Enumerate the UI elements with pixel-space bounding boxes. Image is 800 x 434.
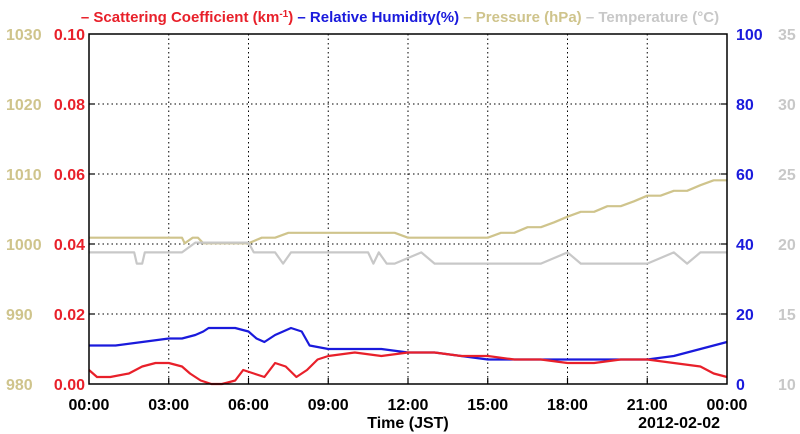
temperature-axis-tick-label: 15 xyxy=(778,307,796,324)
x-tick-label: 15:00 xyxy=(467,397,508,414)
x-tick-label: 00:00 xyxy=(707,397,748,414)
x-tick-label: 09:00 xyxy=(308,397,349,414)
humidity-axis-tick-label: 0 xyxy=(736,377,745,394)
x-axis-label: Time (JST) xyxy=(367,415,449,432)
humidity-axis-tick-label: 80 xyxy=(736,97,754,114)
legend-suffix: ) xyxy=(288,9,293,26)
date-label: 2012-02-02 xyxy=(638,415,720,432)
legend-item: – Temperature (°C) xyxy=(582,9,719,26)
legend-item: – Pressure (hPa) xyxy=(459,9,582,26)
x-tick-label: 12:00 xyxy=(388,397,429,414)
temperature-series-line xyxy=(89,241,727,265)
legend-superscript: -1 xyxy=(279,9,288,20)
temperature-axis-tick-label: 10 xyxy=(778,377,796,394)
x-tick-label: 21:00 xyxy=(627,397,668,414)
pressure-axis-tick-label: 1020 xyxy=(6,97,42,114)
pressure-axis-tick-label: 1000 xyxy=(6,237,42,254)
legend: – Scattering Coefficient (km-1) – Relati… xyxy=(81,9,719,27)
scattering-axis-tick-label: 0.08 xyxy=(54,97,85,114)
series-group xyxy=(88,179,728,386)
temperature-axis-tick-label: 35 xyxy=(778,27,796,44)
humidity-axis-tick-label: 40 xyxy=(736,237,754,254)
x-tick-label: 00:00 xyxy=(69,397,110,414)
pressure-axis-tick-label: 990 xyxy=(6,307,33,324)
humidity-axis-tick-label: 20 xyxy=(736,307,754,324)
scattering-series-line xyxy=(88,351,728,386)
legend-item: – Scattering Coefficient (km xyxy=(81,9,279,26)
x-tick-label: 18:00 xyxy=(547,397,588,414)
x-tick-label: 06:00 xyxy=(228,397,269,414)
legend-item: – Relative Humidity(%) xyxy=(293,9,459,26)
pressure-axis-tick-label: 980 xyxy=(6,377,33,394)
x-tick-label: 03:00 xyxy=(148,397,189,414)
axes: 98099010001010102010300.000.020.040.060.… xyxy=(6,27,796,414)
scattering-axis-tick-label: 0.00 xyxy=(54,377,85,394)
scattering-axis-tick-label: 0.06 xyxy=(54,167,85,184)
temperature-axis-tick-label: 30 xyxy=(778,97,796,114)
scattering-axis-tick-label: 0.04 xyxy=(54,237,85,254)
temperature-axis-tick-label: 20 xyxy=(778,237,796,254)
humidity-axis-tick-label: 60 xyxy=(736,167,754,184)
grid xyxy=(89,34,727,384)
scattering-axis-tick-label: 0.10 xyxy=(54,27,85,44)
pressure-axis-tick-label: 1030 xyxy=(6,27,42,44)
humidity-axis-tick-label: 100 xyxy=(736,27,763,44)
temperature-axis-tick-label: 25 xyxy=(778,167,796,184)
scattering-axis-tick-label: 0.02 xyxy=(54,307,85,324)
pressure-axis-tick-label: 1010 xyxy=(6,167,42,184)
